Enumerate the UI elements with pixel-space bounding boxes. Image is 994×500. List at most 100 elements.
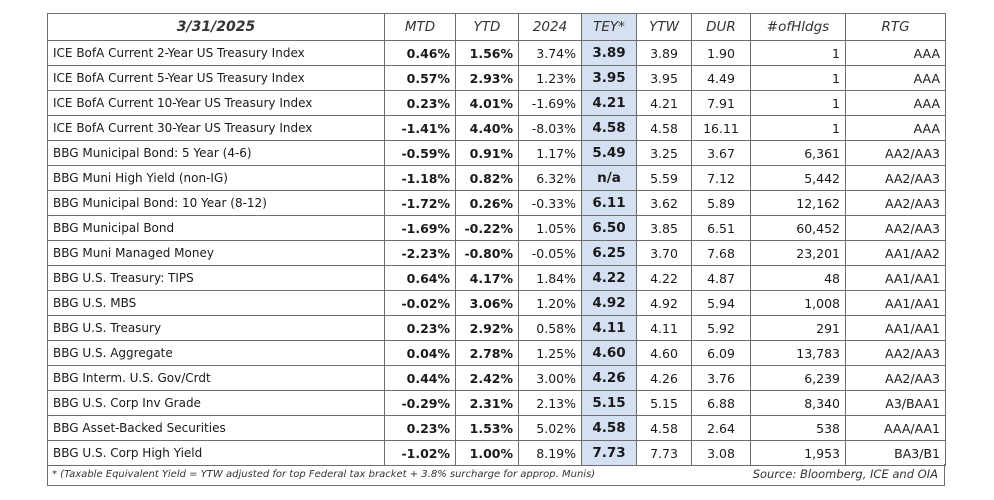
ytd-cell: 4.40% <box>455 115 519 141</box>
source-note: Source: Bloomberg, ICE and OIA <box>752 467 938 481</box>
table-row: BBG U.S. Treasury: TIPS 0.64% 4.17% 1.84% 4.… <box>47 265 946 291</box>
mtd-cell: 0.46% <box>384 40 456 66</box>
tey-cell: 7.73 <box>581 440 637 466</box>
rating-cell: AAA <box>845 65 946 91</box>
mtd-cell: 0.04% <box>384 340 456 366</box>
ytd-2024-cell: 1.25% <box>518 340 582 366</box>
ytd-2024-cell: 1.17% <box>518 140 582 166</box>
rating-cell: AA2/AA3 <box>845 215 946 241</box>
rating-cell: BA3/B1 <box>845 440 946 466</box>
ytw-cell: 4.21 <box>636 90 692 116</box>
duration-cell: 3.08 <box>691 440 751 466</box>
rating-cell: AA2/AA3 <box>845 140 946 166</box>
index-name-cell: BBG Municipal Bond: 10 Year (8-12) <box>47 190 385 216</box>
ytd-2024-cell: 1.05% <box>518 215 582 241</box>
ytw-cell: 3.95 <box>636 65 692 91</box>
table-row: BBG U.S. Corp Inv Grade -0.29% 2.31% 2.13% 5… <box>47 390 946 416</box>
index-name-cell: BBG Asset-Backed Securities <box>47 415 385 441</box>
ytw-cell: 3.89 <box>636 40 692 66</box>
ytw-cell: 4.58 <box>636 415 692 441</box>
table-row: ICE BofA Current 10-Year US Treasury Ind… <box>47 90 946 116</box>
table-row: ICE BofA Current 5-Year US Treasury Inde… <box>47 65 946 91</box>
index-name-cell: ICE BofA Current 2-Year US Treasury Inde… <box>47 40 385 66</box>
index-name-cell: BBG Muni High Yield (non-IG) <box>47 165 385 191</box>
ytd-2024-cell: 8.19% <box>518 440 582 466</box>
ytd-2024-cell: 3.74% <box>518 40 582 66</box>
header-date: 3/31/2025 <box>47 13 385 41</box>
ytw-cell: 5.15 <box>636 390 692 416</box>
header-dur: DUR <box>691 13 751 41</box>
index-name-cell: BBG Municipal Bond: 5 Year (4-6) <box>47 140 385 166</box>
tey-cell: 5.15 <box>581 390 637 416</box>
mtd-cell: 0.64% <box>384 265 456 291</box>
duration-cell: 5.94 <box>691 290 751 316</box>
ytd-cell: 2.92% <box>455 315 519 341</box>
duration-cell: 5.92 <box>691 315 751 341</box>
table-row: BBG Muni High Yield (non-IG) -1.18% 0.82% 6… <box>47 165 946 191</box>
rating-cell: AAA <box>845 115 946 141</box>
table-row: ICE BofA Current 2-Year US Treasury Inde… <box>47 40 946 66</box>
ytd-cell: 3.06% <box>455 290 519 316</box>
duration-cell: 3.67 <box>691 140 751 166</box>
mtd-cell: 0.57% <box>384 65 456 91</box>
holdings-cell: 23,201 <box>750 240 846 266</box>
rating-cell: AA2/AA3 <box>845 340 946 366</box>
tey-cell: 4.60 <box>581 340 637 366</box>
rating-cell: AAA <box>845 90 946 116</box>
table-row: BBG Municipal Bond -1.69% -0.22% 1.05% 6.50 3… <box>47 215 946 241</box>
index-name-cell: BBG U.S. Corp High Yield <box>47 440 385 466</box>
ytd-cell: -0.80% <box>455 240 519 266</box>
tey-cell: 3.89 <box>581 40 637 66</box>
holdings-cell: 1,953 <box>750 440 846 466</box>
index-name-cell: ICE BofA Current 10-Year US Treasury Ind… <box>47 90 385 116</box>
table-footer: * (Taxable Equivalent Yield = YTW adjust… <box>47 464 945 486</box>
duration-cell: 6.09 <box>691 340 751 366</box>
mtd-cell: -2.23% <box>384 240 456 266</box>
holdings-cell: 6,239 <box>750 365 846 391</box>
index-name-cell: BBG Municipal Bond <box>47 215 385 241</box>
ytw-cell: 4.92 <box>636 290 692 316</box>
ytd-2024-cell: -0.05% <box>518 240 582 266</box>
ytd-cell: 1.00% <box>455 440 519 466</box>
ytd-cell: -0.22% <box>455 215 519 241</box>
holdings-cell: 1,008 <box>750 290 846 316</box>
duration-cell: 7.12 <box>691 165 751 191</box>
ytw-cell: 3.70 <box>636 240 692 266</box>
ytw-cell: 4.58 <box>636 115 692 141</box>
table-row: BBG Municipal Bond: 10 Year (8-12) -1.72%… <box>47 190 946 216</box>
index-name-cell: ICE BofA Current 30-Year US Treasury Ind… <box>47 115 385 141</box>
ytw-cell: 4.60 <box>636 340 692 366</box>
holdings-cell: 12,162 <box>750 190 846 216</box>
holdings-cell: 13,783 <box>750 340 846 366</box>
header-mtd: MTD <box>384 13 456 41</box>
mtd-cell: -1.69% <box>384 215 456 241</box>
duration-cell: 4.49 <box>691 65 751 91</box>
table-row: BBG Interm. U.S. Gov/Crdt 0.44% 2.42% 3.00%… <box>47 365 946 391</box>
mtd-cell: -0.59% <box>384 140 456 166</box>
ytd-2024-cell: 1.23% <box>518 65 582 91</box>
rating-cell: AA1/AA1 <box>845 290 946 316</box>
holdings-cell: 538 <box>750 415 846 441</box>
ytd-2024-cell: -0.33% <box>518 190 582 216</box>
ytw-cell: 3.85 <box>636 215 692 241</box>
ytd-cell: 0.26% <box>455 190 519 216</box>
index-name-cell: BBG U.S. MBS <box>47 290 385 316</box>
mtd-cell: 0.23% <box>384 415 456 441</box>
tey-cell: 4.11 <box>581 315 637 341</box>
index-name-cell: BBG Muni Managed Money <box>47 240 385 266</box>
duration-cell: 3.76 <box>691 365 751 391</box>
header-row: 3/31/2025 MTD YTD 2024 TEY* YTW DUR #ofH… <box>47 13 946 41</box>
holdings-cell: 5,442 <box>750 165 846 191</box>
duration-cell: 6.88 <box>691 390 751 416</box>
index-name-cell: BBG U.S. Treasury <box>47 315 385 341</box>
rating-cell: AA1/AA1 <box>845 265 946 291</box>
ytw-cell: 7.73 <box>636 440 692 466</box>
ytd-2024-cell: 2.13% <box>518 390 582 416</box>
mtd-cell: -1.18% <box>384 165 456 191</box>
ytw-cell: 3.62 <box>636 190 692 216</box>
ytd-cell: 4.01% <box>455 90 519 116</box>
tey-cell: 5.49 <box>581 140 637 166</box>
mtd-cell: -1.72% <box>384 190 456 216</box>
tey-cell: 4.26 <box>581 365 637 391</box>
ytd-2024-cell: -8.03% <box>518 115 582 141</box>
